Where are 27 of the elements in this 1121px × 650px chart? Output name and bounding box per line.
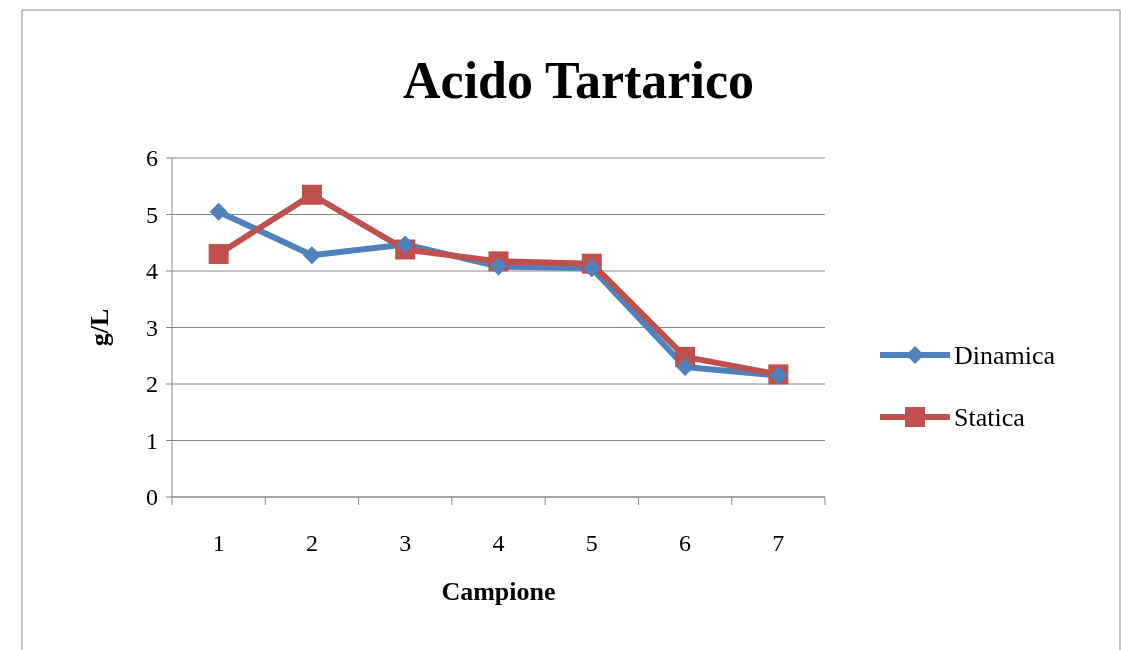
x-tick-label: 5 bbox=[585, 530, 598, 556]
point bbox=[676, 358, 695, 377]
x-tick-label: 7 bbox=[772, 530, 785, 556]
y-tick-label: 4 bbox=[146, 258, 158, 285]
legend-label: Statica bbox=[954, 403, 1026, 433]
y-axis-title: g/L bbox=[85, 308, 114, 347]
point bbox=[582, 259, 601, 278]
y-tick-label: 1 bbox=[146, 427, 158, 454]
point bbox=[302, 246, 321, 265]
y-tick-label: 5 bbox=[146, 201, 158, 228]
point bbox=[489, 257, 508, 276]
chart-title: Acido Tartarico bbox=[403, 52, 754, 109]
point bbox=[396, 235, 415, 254]
y-tick-label: 0 bbox=[146, 484, 158, 511]
point bbox=[209, 202, 228, 221]
legend-label: Dinamica bbox=[954, 341, 1056, 371]
x-tick-label: 4 bbox=[492, 530, 505, 556]
x-tick-label: 1 bbox=[212, 530, 225, 556]
x-tick-label: 3 bbox=[399, 530, 412, 556]
point bbox=[301, 184, 322, 205]
x-tick-label: 6 bbox=[679, 530, 692, 556]
y-tick-label: 3 bbox=[146, 314, 158, 341]
y-tick-label: 6 bbox=[146, 145, 158, 172]
y-tick-label: 2 bbox=[146, 371, 158, 398]
x-tick-label: 2 bbox=[305, 530, 318, 556]
point bbox=[208, 244, 229, 265]
x-axis-title: Campione bbox=[441, 577, 556, 606]
